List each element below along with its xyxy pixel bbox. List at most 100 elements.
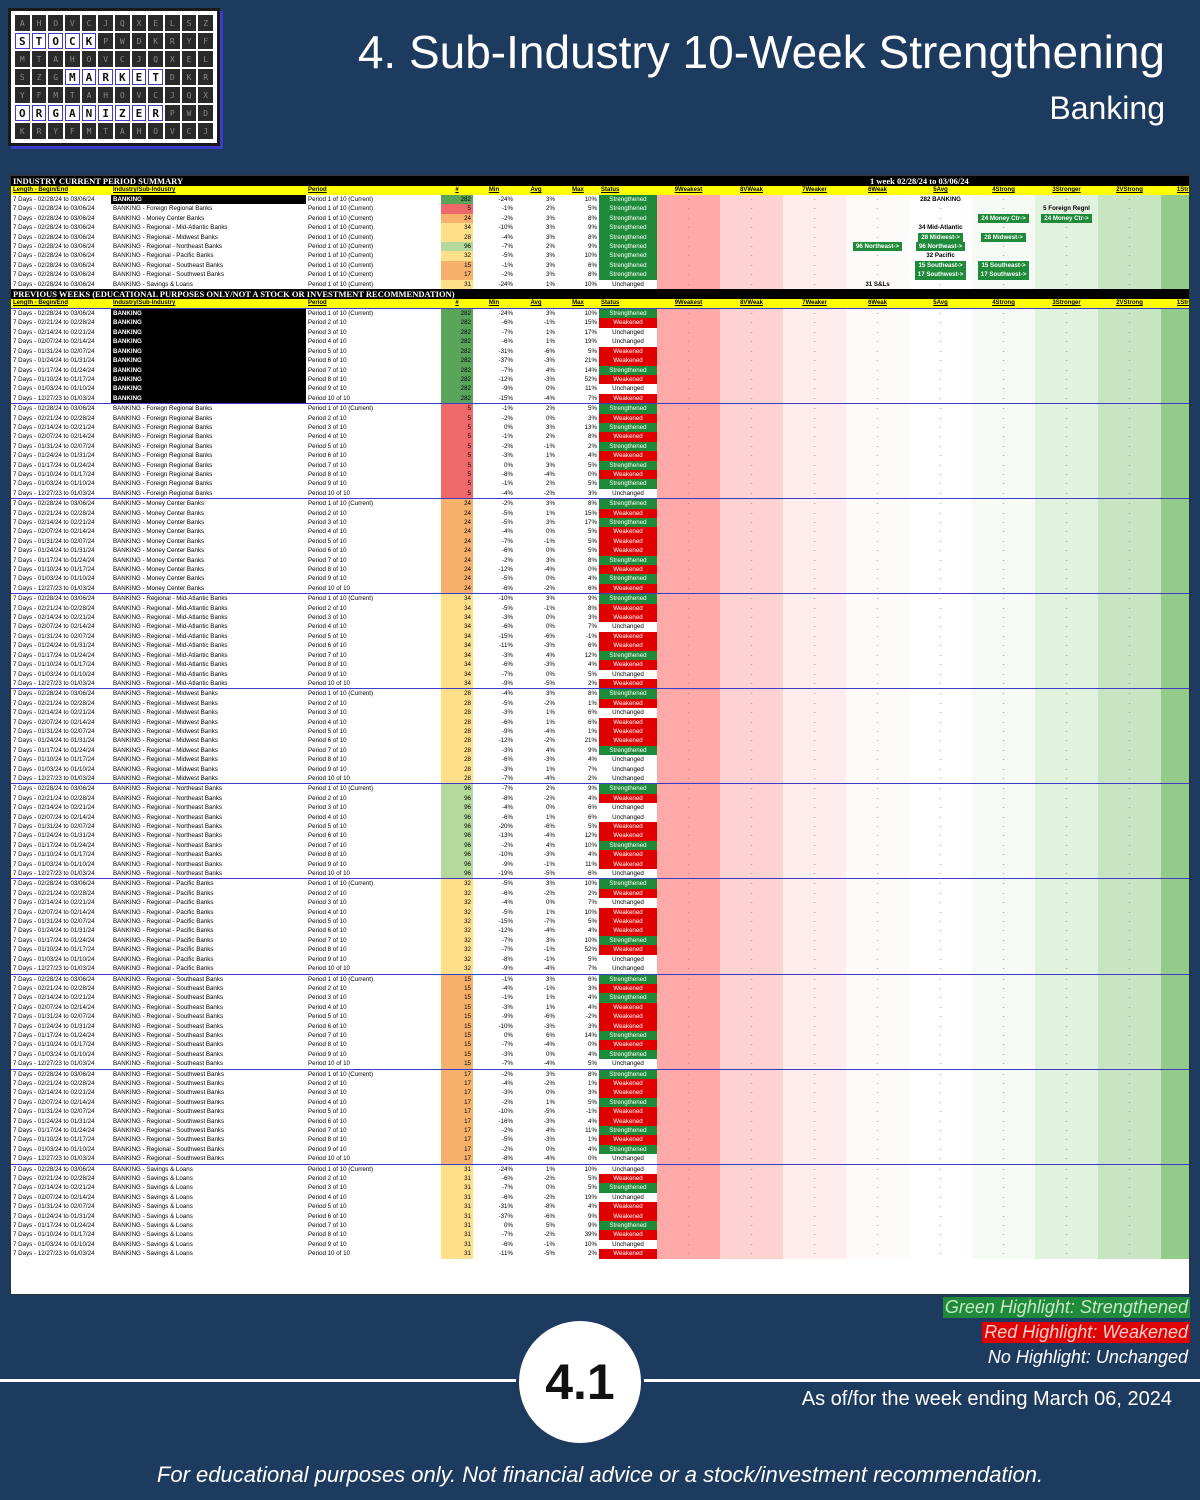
rank-cell: - [972, 1012, 1036, 1022]
min-cell: -5% [501, 1136, 513, 1144]
sub-industry-cell: BANKING - Regional - Northeast Banks [113, 804, 223, 812]
date-range-cell: 7 Days - 02/14/24 to 02/21/24 [13, 328, 95, 336]
rank-cell: - [1098, 593, 1162, 604]
period-cell: Period 6 of 10 [308, 642, 347, 650]
max-cell: 5% [588, 480, 597, 488]
rank-cell: - [657, 1230, 721, 1240]
count-cell: 31 [441, 1163, 473, 1175]
rank-cell: - [657, 270, 721, 280]
rank-cell: - [1098, 242, 1162, 252]
count-cell: 96 [441, 822, 473, 832]
rank-cell: - [909, 783, 973, 794]
chart-number-badge: 4.1 [516, 1318, 644, 1446]
status-cell: Weakened [599, 1107, 657, 1117]
sub-industry-cell: BANKING - Foreign Regional Banks [113, 489, 213, 497]
period-cell: Period 5 of 10 [308, 918, 347, 926]
rank-cell: - [846, 204, 910, 214]
max-cell: 8% [588, 214, 597, 222]
count-cell: 31 [441, 1249, 473, 1259]
sub-industry-cell: BANKING - Savings & Loans [113, 1193, 193, 1201]
rank-cell: - [657, 1126, 721, 1136]
date-range-cell: 7 Days - 01/17/24 to 01/24/24 [13, 366, 95, 374]
status-cell: Strengthened [599, 441, 657, 452]
rank-cell: - [720, 878, 784, 889]
rank-cell: - [720, 831, 784, 841]
avg-cell: -6% [543, 1013, 555, 1021]
avg-cell: 2% [546, 243, 555, 251]
sub-industry-cell: BANKING - Foreign Regional Banks [113, 205, 213, 213]
max-cell: 11% [585, 1127, 597, 1134]
avg-cell: -1% [543, 860, 555, 868]
max-cell: 12% [584, 651, 597, 659]
avg-cell: -1% [543, 984, 555, 992]
rank-cell: - [846, 878, 910, 889]
avg-cell: 2% [546, 433, 555, 441]
rank-tag: 28 Midwest-> [918, 232, 963, 243]
rank-cell: - [846, 964, 910, 974]
rank-cell: - [1161, 488, 1189, 499]
rank-cell: - [783, 1059, 847, 1070]
rank-cell: - [1035, 346, 1099, 357]
rank-cell: - [1098, 840, 1162, 851]
status-cell: Strengthened [599, 555, 657, 566]
status-cell: Strengthened [599, 574, 657, 584]
min-cell: -6% [501, 584, 513, 592]
min-cell: -9% [501, 679, 513, 687]
table-row: 7 Days - 02/21/24 to 02/28/24 BANKING - R… [11, 983, 1189, 994]
rank-cell: - [1098, 736, 1162, 746]
date-range-cell: 7 Days - 02/28/24 to 03/06/24 [13, 280, 95, 288]
status-cell: Strengthened [599, 195, 657, 205]
logo-cell: F [198, 33, 213, 49]
logo-cell: T [98, 123, 113, 139]
count-cell: 34 [441, 660, 473, 670]
date-range-cell: 7 Days - 02/28/24 to 03/06/24 [11, 403, 111, 414]
table-row: 7 Days - 01/17/24 to 01/24/24 BANKING - R… [11, 1126, 1189, 1136]
rank-cell: - [783, 327, 847, 338]
period-cell: Period 7 of 10 [308, 651, 347, 659]
sub-industry-cell: BANKING - Money Center Banks [113, 584, 205, 592]
count-cell: 28 [441, 688, 473, 699]
count-cell: 17 [441, 270, 473, 280]
count-cell: 96 [441, 242, 473, 252]
rank-cell: - [657, 213, 721, 224]
period-cell: Period 4 of 10 [308, 1003, 347, 1011]
rank-cell: - [972, 346, 1036, 357]
rank-cell: - [1098, 1249, 1162, 1259]
sub-industry-cell: BANKING - Regional - Southeast Banks [113, 984, 224, 992]
sub-industry-cell: BANKING - Regional - Midwest Banks [113, 774, 218, 782]
status-cell: Unchanged [612, 899, 644, 907]
avg-cell: 3% [546, 252, 555, 260]
rank-cell: - [1161, 195, 1189, 205]
date-range-cell: 7 Days - 02/07/24 to 02/14/24 [13, 1193, 95, 1201]
logo-cell: N [81, 105, 97, 121]
rank-cell: - [1161, 1174, 1189, 1184]
rank-cell: - [657, 374, 721, 385]
period-cell: Period 7 of 10 [308, 936, 347, 944]
rank-cell: - [720, 945, 784, 955]
min-cell: 0% [504, 423, 513, 431]
status-cell: Strengthened [599, 518, 657, 528]
min-cell: -5% [501, 519, 513, 526]
min-cell: -4% [501, 804, 513, 812]
count-cell: 32 [441, 964, 473, 974]
min-cell: -7% [501, 1231, 513, 1239]
date-range-cell: 7 Days - 01/03/24 to 01/10/24 [13, 670, 95, 678]
rank-cell: - [846, 917, 910, 927]
period-cell: Period 1 of 10 (Current) [306, 783, 441, 794]
column-header: Period [306, 299, 441, 309]
count-cell: 24 [441, 527, 473, 537]
rank-cell: - [720, 660, 784, 670]
table-row: 7 Days - 01/03/24 to 01/10/24 BANKING - F… [11, 479, 1189, 489]
avg-cell: -1% [543, 319, 555, 327]
rank-cell: - [783, 374, 847, 385]
count-cell: 17 [441, 1078, 473, 1089]
status-cell: Weakened [599, 393, 657, 404]
rank-cell: - [1161, 678, 1189, 689]
logo-cell: E [148, 15, 163, 31]
rank-cell: - [939, 509, 942, 517]
rank-cell: - [846, 1030, 910, 1041]
rank-cell: - [846, 460, 910, 470]
rank-cell: - [783, 878, 847, 889]
rank-cell: - [1098, 926, 1162, 936]
rank-cell: - [1098, 641, 1162, 651]
